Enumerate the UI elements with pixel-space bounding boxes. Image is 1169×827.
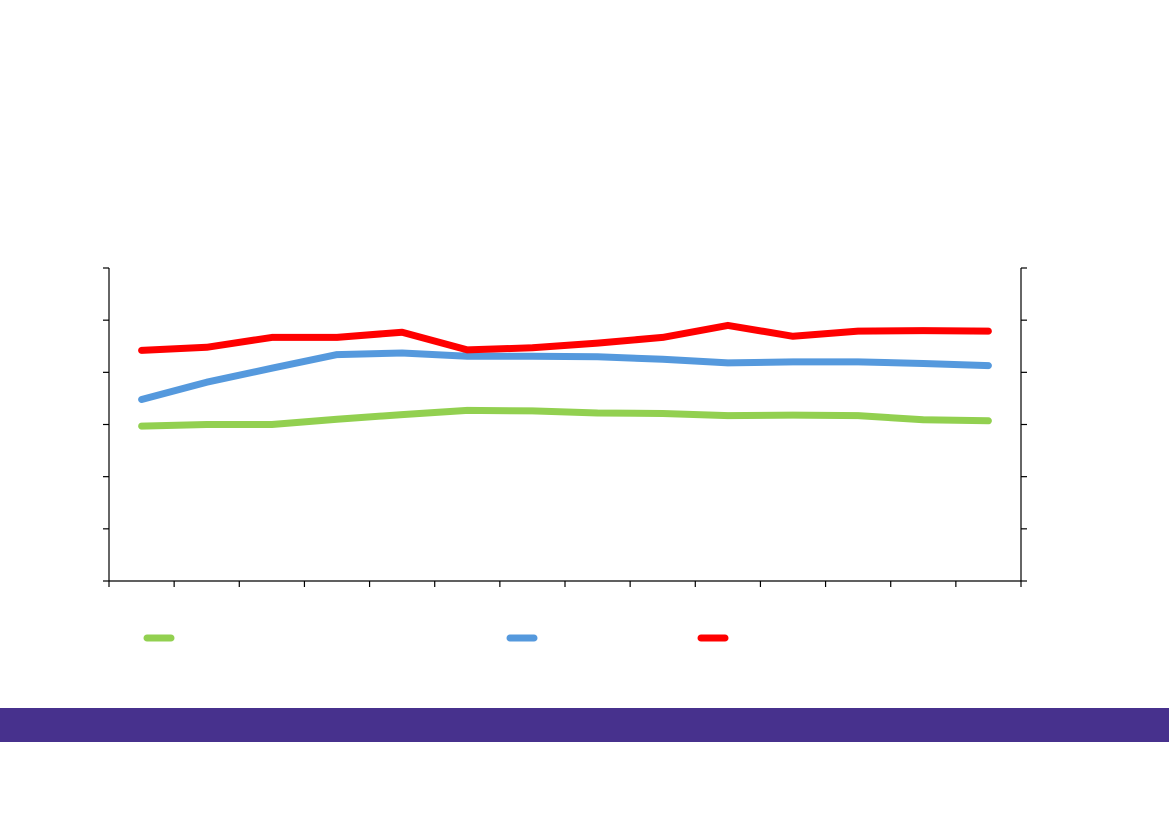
series-line-0 [138,406,992,430]
series-line-1 [138,349,992,403]
line-chart [103,267,1027,642]
footer-band [0,708,1169,742]
series-line-2 [138,321,992,354]
series-lines [138,321,992,430]
axes [103,267,1027,587]
